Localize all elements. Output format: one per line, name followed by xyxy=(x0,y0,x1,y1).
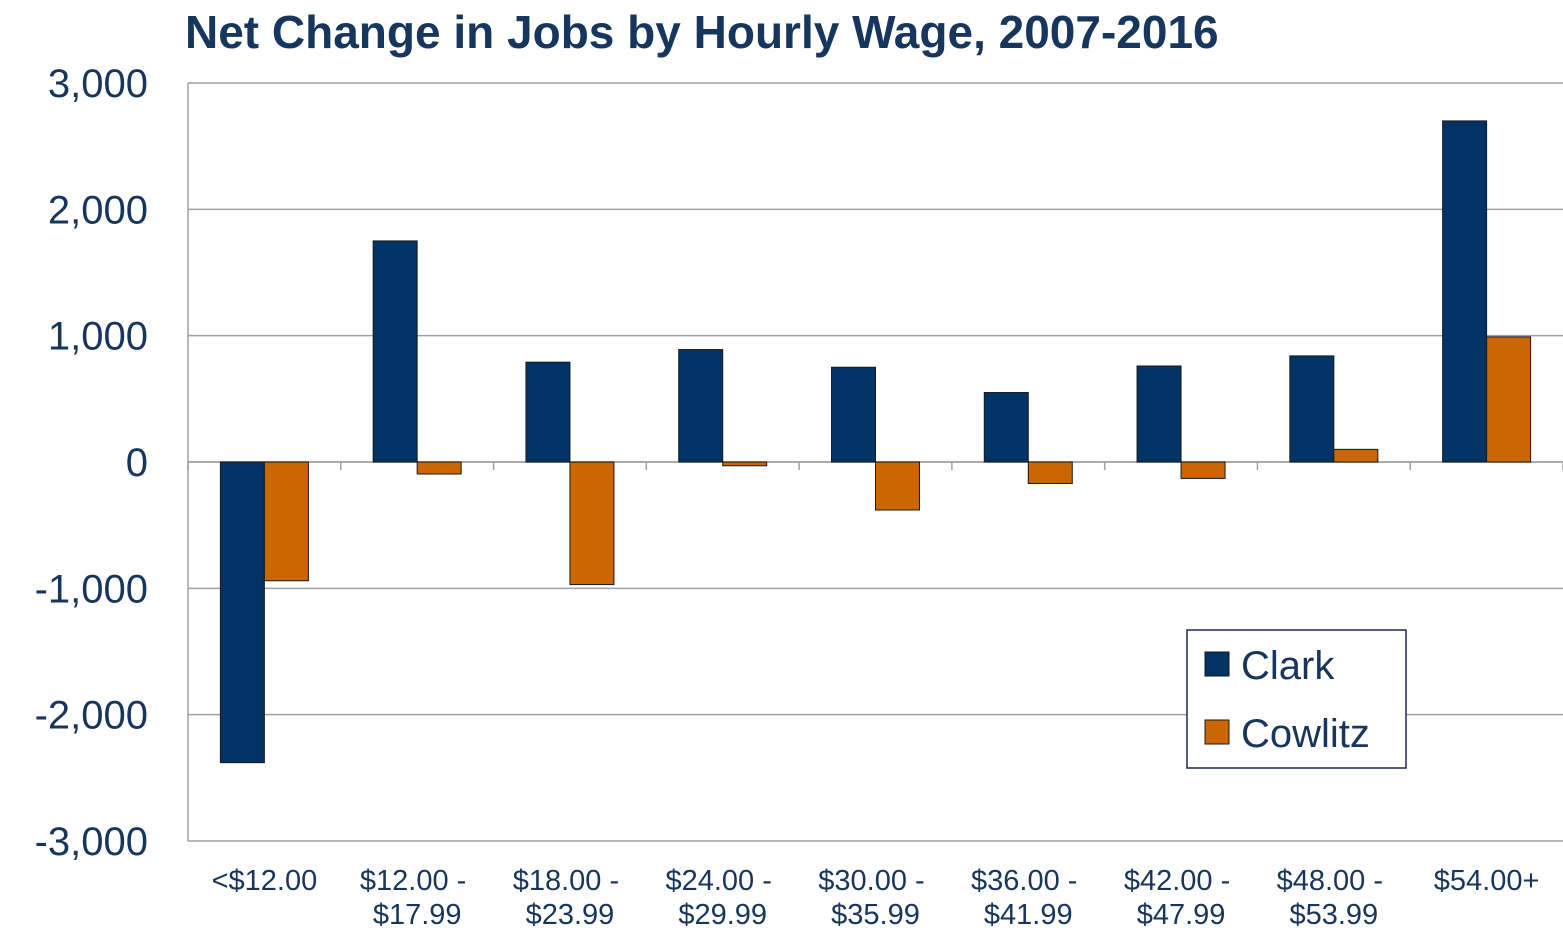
legend-label: Clark xyxy=(1241,644,1335,688)
bar xyxy=(1333,448,1379,463)
y-tick-label: 2,000 xyxy=(48,188,148,232)
legend-swatch xyxy=(1204,719,1230,745)
bar xyxy=(372,240,418,463)
bar xyxy=(875,461,920,511)
chart-title: Net Change in Jobs by Hourly Wage, 2007-… xyxy=(185,6,1219,58)
bar xyxy=(983,392,1029,463)
bar xyxy=(1027,461,1073,484)
x-tick-label: $48.00 - $53.99 xyxy=(1277,865,1391,930)
x-tick-label: $36.00 - $41.99 xyxy=(971,865,1085,930)
x-tick-label: $42.00 - $47.99 xyxy=(1124,865,1238,930)
legend-label: Cowlitz xyxy=(1241,712,1370,756)
bar xyxy=(678,349,724,463)
y-tick-label: 1,000 xyxy=(48,315,148,359)
bar xyxy=(1289,355,1335,463)
bar xyxy=(722,461,768,467)
bar xyxy=(219,461,265,764)
y-tick-label: 3,000 xyxy=(48,62,148,106)
bar xyxy=(1442,120,1488,463)
x-tick-label: $12.00 - $17.99 xyxy=(360,865,474,930)
y-tick-label: -1,000 xyxy=(35,567,148,611)
bar xyxy=(1180,461,1226,479)
y-tick-label: -3,000 xyxy=(35,820,148,864)
bar xyxy=(569,461,615,586)
legend-swatch xyxy=(1204,651,1230,677)
bar xyxy=(263,461,309,582)
x-tick-label: $54.00+ xyxy=(1434,865,1540,897)
bar xyxy=(525,361,571,463)
x-tick-label: $30.00 - $35.99 xyxy=(818,865,932,930)
bar xyxy=(1486,336,1532,463)
bar xyxy=(831,366,876,463)
bar xyxy=(1136,365,1182,463)
y-tick-label: -2,000 xyxy=(35,694,148,738)
y-tick-label: 0 xyxy=(126,441,148,485)
x-tick-label: $24.00 - $29.99 xyxy=(665,865,779,930)
x-tick-label: <$12.00 xyxy=(212,865,318,897)
bar xyxy=(416,461,462,475)
x-tick-label: $18.00 - $23.99 xyxy=(513,865,627,930)
